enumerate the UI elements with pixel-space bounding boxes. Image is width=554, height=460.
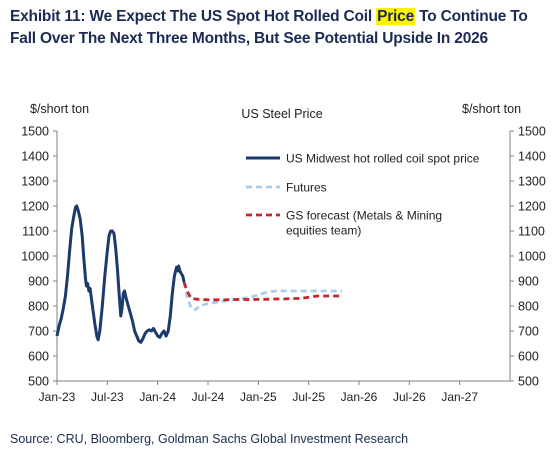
x-tick-label: Jan-24 — [139, 390, 176, 404]
source-note: Source: CRU, Bloomberg, Goldman Sachs Gl… — [10, 432, 409, 446]
y-tick-label-left: 800 — [28, 300, 49, 314]
x-tick-label: Jul-25 — [292, 390, 325, 404]
y-tick-label-left: 600 — [28, 350, 49, 364]
y-axis-right-label: $/short ton — [462, 102, 521, 116]
legend-label-2: GS forecast (Metals & Mining equities tea… — [286, 209, 442, 238]
y-tick-label-left: 700 — [28, 325, 49, 339]
title-text-part2: To Continue To Fall Over The Next Three … — [10, 8, 528, 47]
y-tick-label-right: 800 — [518, 300, 539, 314]
x-tick-label: Jan-23 — [39, 390, 76, 404]
y-tick-label-left: 900 — [28, 275, 49, 289]
y-tick-label-right: 1400 — [518, 150, 546, 164]
x-tick-label: Jan-25 — [240, 390, 277, 404]
y-tick-label-right: 900 — [518, 275, 539, 289]
y-tick-label-left: 1400 — [21, 150, 49, 164]
series-spot-line — [55, 204, 186, 344]
legend-layer: US Midwest hot rolled coil spot price Fut… — [246, 152, 480, 238]
x-tick-label: Jul-24 — [192, 390, 225, 404]
y-tick-label-left: 1500 — [21, 125, 49, 139]
y-axis-left-label: $/short ton — [30, 102, 89, 116]
axes-layer: 500 500 600 600 700 700 800 800 900 900 1000 1000 11… — [21, 125, 546, 405]
y-tick-label-right: 500 — [518, 375, 539, 389]
y-tick-label-left: 1100 — [22, 225, 49, 239]
series-layer — [55, 204, 343, 344]
series-forecast-line — [182, 281, 343, 302]
legend-label-0: US Midwest hot rolled coil spot price — [286, 152, 480, 166]
x-tick-label: Jan-26 — [341, 390, 378, 404]
y-tick-label-left: 1200 — [21, 200, 49, 214]
y-tick-label-right: 1200 — [518, 200, 546, 214]
exhibit-title: Exhibit 11: We Expect The US Spot Hot Ro… — [10, 6, 544, 50]
series-futures-line — [182, 282, 343, 312]
x-tick-label: Jan-27 — [441, 390, 478, 404]
y-tick-label-right: 1300 — [518, 175, 546, 189]
x-tick-label: Jul-23 — [91, 390, 124, 404]
y-tick-label-right: 600 — [518, 350, 539, 364]
y-tick-label-right: 1100 — [518, 225, 545, 239]
y-tick-label-left: 1000 — [21, 250, 49, 264]
chart-title: US Steel Price — [241, 107, 322, 121]
y-tick-label-right: 1000 — [518, 250, 546, 264]
y-tick-label-left: 500 — [28, 375, 49, 389]
title-highlight: Price — [376, 8, 415, 25]
y-tick-label-left: 1300 — [21, 175, 49, 189]
y-tick-label-right: 700 — [518, 325, 539, 339]
title-text-part1: Exhibit 11: We Expect The US Spot Hot Ro… — [10, 8, 377, 25]
x-tick-label: Jul-26 — [393, 390, 426, 404]
y-tick-label-right: 1500 — [518, 125, 546, 139]
legend-label-1: Futures — [286, 181, 327, 195]
